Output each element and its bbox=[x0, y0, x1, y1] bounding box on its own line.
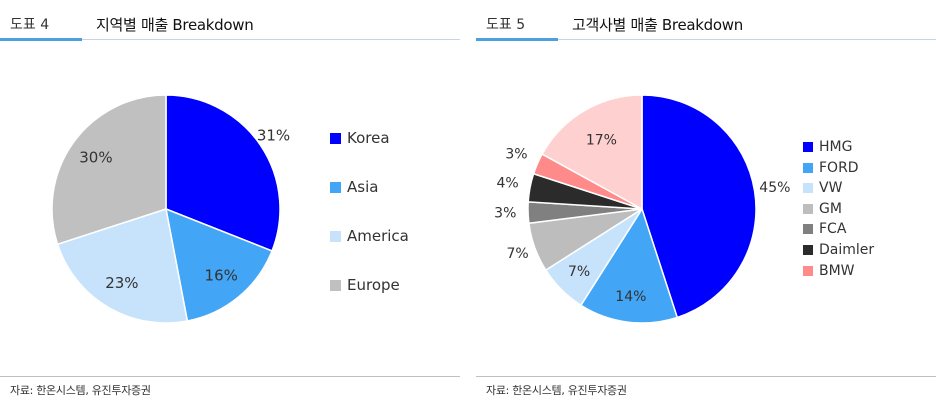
data-label-ford: 14% bbox=[615, 289, 646, 305]
pie-slice-korea bbox=[165, 94, 281, 252]
pie-slice-asia bbox=[165, 207, 273, 322]
legend-item-vw: VW bbox=[803, 180, 842, 196]
legend-label: Asia bbox=[347, 178, 379, 196]
data-label-asia: 16% bbox=[205, 266, 238, 284]
data-label-hmg: 45% bbox=[759, 180, 790, 196]
source-note: 자료: 한온시스템, 유진투자증권 bbox=[486, 384, 627, 397]
legend-swatch bbox=[330, 230, 341, 242]
data-label-fca: 3% bbox=[494, 205, 516, 221]
figure-title: 고객사별 매출 Breakdown bbox=[572, 16, 743, 34]
figure-header: 도표 4 지역별 매출 Breakdown bbox=[0, 12, 460, 41]
pie-slice-europe bbox=[51, 94, 167, 246]
header-accent bbox=[476, 38, 558, 41]
legend-label: HMG bbox=[819, 139, 853, 155]
legend-item-hmg: HMG bbox=[803, 139, 852, 155]
legend-item-gm: GM bbox=[803, 201, 842, 217]
legend-item-korea: Korea bbox=[330, 129, 390, 147]
header-accent bbox=[0, 38, 82, 41]
legend-item-asia: Asia bbox=[330, 178, 378, 196]
footer-divider bbox=[476, 376, 936, 377]
legend-label: GM bbox=[819, 200, 842, 217]
data-label-america: 23% bbox=[105, 274, 138, 292]
legend-label: FORD bbox=[819, 159, 859, 176]
data-label-europe: 30% bbox=[79, 149, 112, 167]
footer-divider bbox=[0, 376, 460, 377]
legend-label: VW bbox=[819, 180, 843, 197]
legend-item-fca: FCA bbox=[803, 221, 846, 237]
legend-swatch bbox=[803, 265, 813, 276]
customer-sales-panel: 도표 5 고객사별 매출 Breakdown 45% 14% 7% 7% 3% 4% 3% 1… bbox=[476, 0, 936, 407]
legend-label: FCA bbox=[819, 221, 847, 238]
regional-sales-panel: 도표 4 지역별 매출 Breakdown 31% 16% 23% 30% Korea… bbox=[0, 0, 460, 407]
legend-label: Korea bbox=[347, 129, 390, 147]
legend-label: Europe bbox=[347, 276, 400, 294]
data-label-daimler: 4% bbox=[497, 175, 519, 191]
legend-swatch bbox=[803, 183, 813, 194]
pie-slice-other bbox=[541, 94, 643, 211]
figure-label: 도표 5 bbox=[486, 17, 526, 33]
data-label-bmw: 3% bbox=[505, 147, 527, 163]
figure-title: 지역별 매출 Breakdown bbox=[96, 16, 254, 34]
legend-label: Daimler bbox=[819, 242, 875, 258]
legend-swatch bbox=[330, 279, 341, 291]
figure-header: 도표 5 고객사별 매출 Breakdown bbox=[476, 12, 936, 41]
pie-slice-ford bbox=[579, 207, 679, 324]
pie-slice-hmg bbox=[641, 94, 757, 319]
legend-item-bmw: BMW bbox=[803, 263, 855, 279]
legend-item-daimler: Daimler bbox=[803, 242, 874, 258]
legend-swatch bbox=[330, 132, 341, 144]
legend-swatch bbox=[330, 181, 341, 193]
data-label-gm: 7% bbox=[506, 246, 528, 262]
legend-item-america: America bbox=[330, 227, 409, 245]
pie-slice-america bbox=[56, 208, 189, 324]
figure-label: 도표 4 bbox=[10, 17, 50, 33]
data-label-other: 17% bbox=[586, 132, 617, 148]
legend-label: America bbox=[347, 227, 409, 245]
source-note: 자료: 한온시스템, 유진투자증권 bbox=[10, 384, 151, 397]
legend-item-ford: FORD bbox=[803, 160, 859, 176]
customer-pie-chart: 45% 14% 7% 7% 3% 4% 3% 17% bbox=[494, 94, 790, 324]
legend-swatch bbox=[803, 224, 813, 235]
data-label-korea: 31% bbox=[257, 126, 290, 144]
legend-item-europe: Europe bbox=[330, 276, 400, 294]
legend-swatch bbox=[803, 142, 813, 152]
legend-swatch bbox=[803, 245, 813, 255]
legend-swatch bbox=[803, 162, 813, 173]
header-divider bbox=[476, 39, 936, 40]
legend-swatch bbox=[803, 203, 813, 214]
data-label-vw: 7% bbox=[568, 264, 590, 280]
regional-pie-chart: 31% 16% 23% 30% bbox=[51, 94, 290, 324]
legend-label: BMW bbox=[819, 262, 855, 279]
header-divider bbox=[0, 39, 460, 40]
